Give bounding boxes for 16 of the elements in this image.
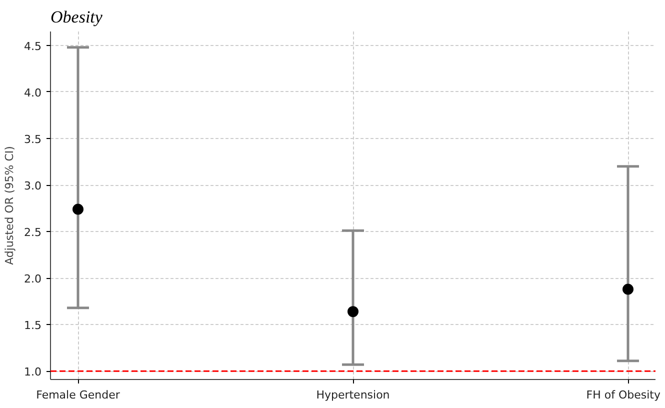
y-tick-label: 2.0 xyxy=(24,272,42,286)
chart-title: Obesity xyxy=(50,8,103,26)
y-axis-title: Adjusted OR (95% CI) xyxy=(3,146,16,265)
point xyxy=(348,306,358,318)
y-tick-label: 2.5 xyxy=(24,226,42,240)
y-tick-label: 4.5 xyxy=(24,40,42,53)
x-tick-label: Hypertension xyxy=(316,388,390,402)
x-tick-label: Female Gender xyxy=(36,388,120,402)
point xyxy=(622,284,634,295)
y-tick-label: 3.5 xyxy=(24,133,42,146)
point xyxy=(72,204,84,215)
x-tick-label: FH of Obesity xyxy=(586,388,661,402)
y-tick-label: 4.0 xyxy=(24,86,42,100)
y-tick-label: 3.0 xyxy=(24,180,42,193)
y-tick-label: 1.0 xyxy=(24,366,42,379)
y-tick-label: 1.5 xyxy=(24,319,42,332)
